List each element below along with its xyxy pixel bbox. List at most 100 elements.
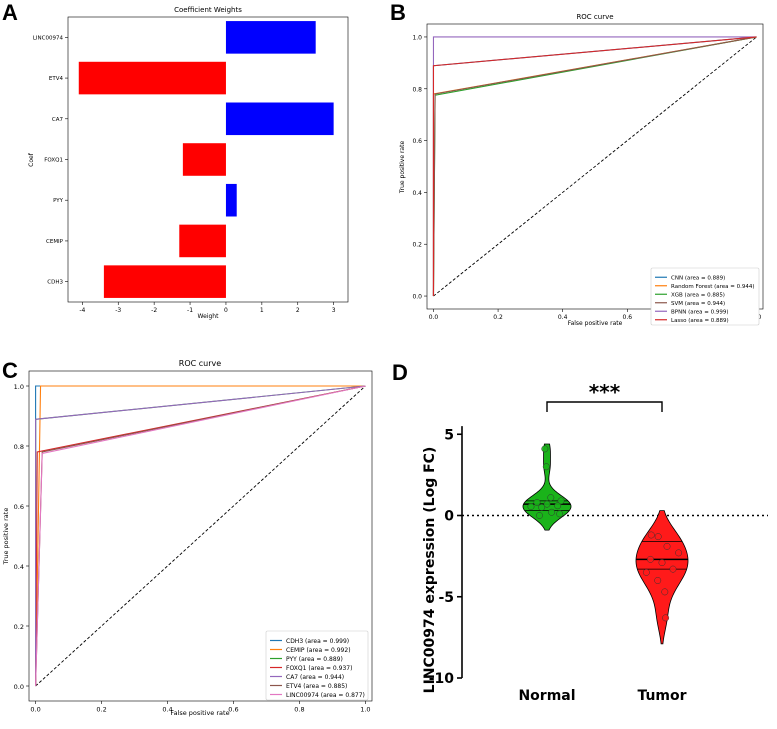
legend-label: Lasso (area = 0.889) (671, 318, 729, 324)
y-tick-label: CA7 (52, 117, 64, 123)
legend-label: SVM (area = 0.944) (671, 301, 725, 307)
bar-linc00974 (225, 21, 316, 54)
data-point (647, 555, 654, 563)
y-tick-label: 0.4 (14, 563, 24, 571)
legend-box (265, 630, 369, 701)
legend-label: Random Forest (area = 0.944) (671, 284, 755, 290)
x-tick-label: 0.8 (294, 706, 304, 714)
data-point (554, 502, 562, 510)
y-tick-label: PYY (53, 198, 64, 204)
roc-genes-chart: ROC curve False positive rate True posit… (2, 359, 373, 717)
bar-pyy (225, 183, 237, 217)
data-point (654, 577, 662, 584)
x-tick-label: 1.0 (360, 706, 370, 714)
legend-label: CNN (area = 0.889) (671, 275, 725, 281)
data-point (533, 499, 541, 506)
x-tick-label-tumor: Tumor (637, 688, 686, 704)
data-point (557, 497, 565, 505)
coefficient-weights-chart: Coefficient Weights Weight Coef -4 -3 -2 -1… (28, 6, 349, 320)
data-point (538, 503, 546, 511)
y-tick-label: 5 (444, 427, 454, 443)
y-tick-label: FOXQ1 (44, 158, 63, 164)
y-tick-label: 1.0 (412, 34, 422, 41)
y-tick-label: LINC00974 (33, 35, 64, 41)
y-tick-label: CEMIP (46, 239, 64, 245)
legend-label: BPNN (area = 0.999) (671, 309, 728, 315)
x-tick-label: 1 (260, 307, 264, 314)
roc-line-ca7 (35, 385, 366, 686)
y-axis-label: True positive rate (399, 141, 406, 195)
violin-expression-chart: LINC00974 expression (Log FC) 5 0 -5 -10 Nor… (422, 380, 768, 704)
y-tick-label: 0.6 (14, 503, 24, 511)
y-tick-label: 0.4 (412, 190, 422, 197)
significance-bracket (546, 401, 663, 412)
data-point (658, 559, 666, 567)
x-tick-label-normal: Normal (518, 688, 575, 704)
panel-label-c: C (2, 358, 18, 383)
data-point (662, 614, 670, 622)
chance-diagonal-line (433, 36, 757, 297)
y-tick-label: 1.0 (14, 383, 24, 391)
legend-label: LINC00974 (area = 0.877) (286, 692, 365, 699)
y-tick-label: CDH3 (47, 280, 63, 286)
y-axis-label: True positive rate (2, 508, 10, 566)
y-tick-label: 0 (444, 509, 454, 525)
panel-label-a: A (2, 0, 18, 25)
data-point (642, 568, 650, 576)
legend-label: CEMIP (area = 0.992) (286, 647, 351, 654)
roc-line-linc00974 (35, 385, 366, 687)
chart-title: ROC curve (576, 13, 613, 21)
panel-label-d: D (392, 360, 408, 385)
data-point (675, 549, 683, 557)
x-tick-label: 0.4 (558, 314, 568, 321)
x-tick-label: 0.0 (429, 314, 439, 321)
data-point (663, 542, 671, 550)
x-tick-label: 0.4 (162, 706, 172, 714)
legend-label: FOXQ1 (area = 0.937) (286, 665, 352, 672)
x-tick-label: -2 (151, 307, 157, 314)
panel-label-b: B (390, 0, 406, 25)
bar-foxq1 (182, 143, 226, 176)
data-point (543, 500, 551, 508)
y-tick-label: 0.8 (412, 86, 422, 93)
chart-title: Coefficient Weights (174, 6, 242, 14)
data-point (669, 565, 677, 573)
x-tick-label: 0.2 (96, 706, 106, 714)
x-tick-label: 0.0 (30, 706, 40, 714)
legend: CDH3 (area = 0.999) CEMIP (area = 0.992) P… (265, 630, 369, 701)
y-tick-label: -10 (429, 671, 455, 687)
y-tick-label: 0.0 (412, 294, 422, 301)
data-point (661, 588, 669, 596)
roc-line-lasso (432, 36, 757, 297)
data-point (654, 533, 662, 541)
legend-label: XGB (area = 0.885) (671, 292, 725, 298)
y-axis-label: LINC00974 expression (Log FC) (422, 447, 438, 694)
y-tick-label: ETV4 (49, 76, 64, 82)
data-point (542, 463, 550, 471)
roc-line-cemip (35, 385, 366, 687)
x-axis-label: False positive rate (170, 709, 229, 717)
data-point (548, 508, 556, 516)
x-tick-label: -4 (79, 307, 85, 314)
legend-box (650, 267, 760, 326)
y-tick-label: 0.6 (412, 138, 422, 145)
y-tick-label: 0.0 (14, 683, 24, 691)
chance-diagonal-line (35, 385, 366, 687)
x-axis-label: False positive rate (568, 320, 623, 327)
y-tick-label: 0.2 (412, 242, 422, 249)
y-tick-label: 0.8 (14, 443, 24, 451)
x-tick-label: 0.6 (623, 314, 633, 321)
data-point (541, 445, 549, 453)
x-tick-label: -3 (115, 307, 121, 314)
bar-etv4 (78, 61, 226, 95)
violin-normal (522, 443, 572, 531)
bar-cdh3 (103, 265, 226, 298)
bar-cemip (179, 224, 226, 258)
data-point (547, 494, 555, 502)
legend-label: CA7 (area = 0.944) (286, 674, 344, 681)
x-tick-label: 0 (224, 307, 228, 314)
legend: CNN (area = 0.889) Random Forest (area = … (650, 267, 760, 326)
data-point (527, 503, 535, 511)
data-point (536, 512, 543, 519)
y-axis-label: Coef (28, 152, 35, 167)
